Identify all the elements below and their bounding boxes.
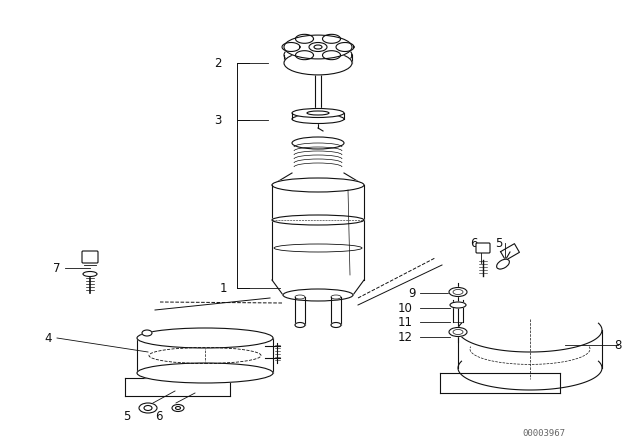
Polygon shape: [323, 34, 340, 43]
Ellipse shape: [137, 328, 273, 348]
Text: 3: 3: [214, 113, 222, 126]
Ellipse shape: [172, 405, 184, 412]
Ellipse shape: [307, 111, 329, 115]
Ellipse shape: [331, 323, 341, 327]
Polygon shape: [296, 51, 314, 60]
Text: 1: 1: [220, 281, 227, 294]
Polygon shape: [296, 34, 314, 43]
Ellipse shape: [272, 215, 364, 225]
Ellipse shape: [292, 137, 344, 149]
Text: 7: 7: [52, 262, 60, 275]
Ellipse shape: [284, 35, 352, 59]
Ellipse shape: [449, 327, 467, 336]
Ellipse shape: [274, 244, 362, 252]
Ellipse shape: [450, 302, 466, 308]
Ellipse shape: [272, 178, 364, 192]
FancyBboxPatch shape: [476, 243, 490, 253]
Text: 6: 6: [470, 237, 478, 250]
Ellipse shape: [142, 330, 152, 336]
Text: 6: 6: [156, 409, 163, 422]
Ellipse shape: [497, 259, 509, 269]
Text: 4: 4: [45, 332, 52, 345]
Polygon shape: [282, 43, 300, 52]
Text: 5: 5: [123, 409, 130, 422]
Text: 9: 9: [408, 287, 416, 300]
Text: 00003967: 00003967: [522, 429, 565, 438]
Text: 12: 12: [398, 331, 413, 344]
Text: 11: 11: [398, 315, 413, 328]
Ellipse shape: [284, 51, 352, 75]
Text: 5: 5: [495, 237, 502, 250]
Ellipse shape: [295, 323, 305, 327]
Ellipse shape: [139, 403, 157, 413]
Ellipse shape: [292, 108, 344, 117]
Text: 2: 2: [214, 56, 222, 69]
Polygon shape: [336, 43, 354, 52]
Text: 10: 10: [398, 302, 413, 314]
Ellipse shape: [449, 288, 467, 297]
Ellipse shape: [309, 43, 327, 52]
Text: 8: 8: [614, 339, 622, 352]
FancyBboxPatch shape: [82, 251, 98, 263]
Ellipse shape: [292, 115, 344, 124]
Ellipse shape: [137, 363, 273, 383]
Polygon shape: [323, 51, 340, 60]
Ellipse shape: [83, 271, 97, 276]
Ellipse shape: [283, 289, 353, 301]
